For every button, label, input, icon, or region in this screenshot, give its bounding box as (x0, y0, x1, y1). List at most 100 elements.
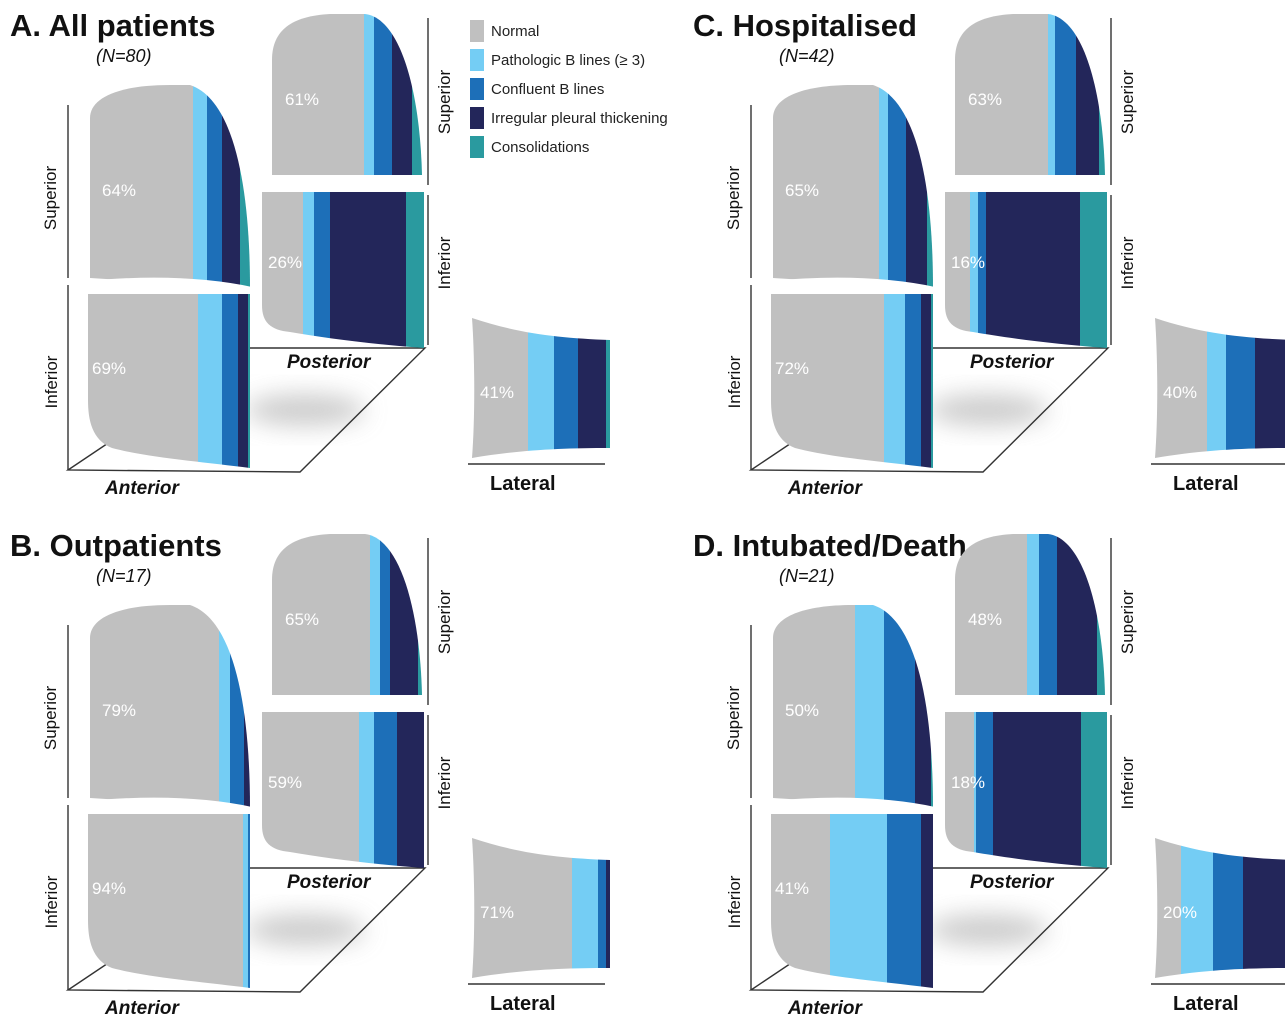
lateral-lung: 41% (472, 318, 610, 458)
thickening-stripe (921, 814, 933, 988)
inferior-label: Inferior (435, 756, 454, 809)
normal-stripe (945, 712, 974, 868)
normal-stripe (771, 294, 884, 468)
confluent-stripe (1226, 318, 1255, 458)
consolidation-stripe (927, 85, 933, 288)
percentage-label: 72% (775, 359, 809, 378)
lateral-label: Lateral (490, 473, 556, 495)
panel-D: D. Intubated/Death (N=21) 48% 18% 50% 41% 20% S… (693, 528, 1285, 1019)
lung-shadow (245, 914, 365, 946)
posterior-superior-lung: 63% (955, 14, 1105, 175)
posterior-inferior-lung: 16% (945, 192, 1107, 348)
inferior-label: Inferior (1118, 236, 1137, 289)
confluent-stripe (905, 294, 921, 468)
b-lines-stripe (572, 838, 598, 978)
consolidation-stripe (931, 605, 933, 808)
thickening-stripe (222, 85, 240, 288)
legend-item: Consolidations (470, 136, 589, 158)
confluent-stripe (207, 85, 222, 288)
confluent-stripe (598, 838, 606, 978)
legend-swatch (470, 49, 484, 71)
confluent-stripe (314, 192, 330, 348)
lateral-label: Lateral (1173, 473, 1239, 495)
percentage-label: 79% (102, 701, 136, 720)
thickening-stripe (238, 294, 248, 468)
normal-stripe (88, 814, 243, 988)
panel-title: B. Outpatients (10, 528, 222, 563)
legend: Normal Pathologic B lines (≥ 3) Confluent … (470, 20, 668, 158)
confluent-stripe (374, 712, 397, 868)
panel-A: A. All patients (N=80) 61% 26% 64% 69% 41% Supe… (10, 8, 610, 499)
inferior-label: Inferior (725, 355, 744, 408)
anterior-superior-lung: 65% (773, 85, 933, 288)
b-lines-stripe (198, 294, 222, 468)
consolidation-stripe (1097, 534, 1105, 695)
legend-swatch (470, 107, 484, 129)
superior-label: Superior (435, 70, 454, 135)
percentage-label: 40% (1163, 383, 1197, 402)
anterior-label: Anterior (104, 478, 181, 499)
normal-stripe (955, 14, 1048, 175)
b-lines-stripe (243, 814, 248, 988)
b-lines-stripe (974, 712, 976, 868)
anterior-superior-lung: 79% (90, 605, 250, 808)
lung-shadow (245, 394, 365, 426)
inferior-label: Inferior (435, 236, 454, 289)
b-lines-stripe (1181, 838, 1213, 978)
superior-label: Superior (724, 166, 743, 231)
thickening-stripe (392, 14, 412, 175)
legend-swatch (470, 78, 484, 100)
thickening-stripe (1243, 838, 1285, 978)
thickening-stripe (606, 838, 610, 978)
b-lines-stripe (1048, 14, 1055, 175)
b-lines-stripe (830, 814, 887, 988)
thickening-stripe (397, 712, 424, 868)
percentage-label: 69% (92, 359, 126, 378)
consolidation-stripe (248, 294, 250, 468)
b-lines-stripe (884, 294, 905, 468)
lung-shadow (928, 914, 1048, 946)
percentage-label: 20% (1163, 903, 1197, 922)
legend-item: Pathologic B lines (≥ 3) (470, 49, 645, 71)
lateral-lung: 40% (1155, 318, 1285, 458)
confluent-stripe (1039, 534, 1057, 695)
normal-stripe (272, 14, 364, 175)
anterior-label: Anterior (787, 998, 864, 1019)
b-lines-stripe (970, 192, 978, 348)
legend-item: Normal (470, 20, 539, 42)
confluent-stripe (1213, 838, 1243, 978)
panel-C: C. Hospitalised (N=42) 63% 16% 65% 72% 40% Supe… (693, 8, 1285, 499)
b-lines-stripe (364, 14, 374, 175)
percentage-label: 16% (951, 253, 985, 272)
confluent-stripe (374, 14, 392, 175)
percentage-label: 64% (102, 181, 136, 200)
legend-item: Irregular pleural thickening (470, 107, 668, 129)
confluent-stripe (884, 605, 915, 808)
normal-stripe (773, 85, 879, 288)
normal-stripe (955, 534, 1027, 695)
normal-stripe (771, 814, 830, 988)
inferior-label: Inferior (725, 875, 744, 928)
percentage-label: 61% (285, 90, 319, 109)
percentage-label: 71% (480, 903, 514, 922)
anterior-inferior-lung: 69% (88, 294, 250, 468)
thickening-stripe (1076, 14, 1099, 175)
posterior-label: Posterior (970, 872, 1055, 893)
consolidation-stripe (1081, 712, 1107, 868)
thickening-stripe (1255, 318, 1285, 458)
confluent-stripe (1055, 14, 1076, 175)
normal-stripe (90, 605, 219, 808)
normal-stripe (773, 605, 855, 808)
anterior-label: Anterior (104, 998, 181, 1019)
consolidation-stripe (406, 192, 424, 348)
percentage-label: 26% (268, 253, 302, 272)
lateral-label: Lateral (1173, 993, 1239, 1015)
legend-swatch (470, 20, 484, 42)
normal-stripe (272, 534, 370, 695)
lateral-lung: 20% (1155, 838, 1285, 978)
sample-size: (N=80) (96, 46, 152, 66)
posterior-label: Posterior (287, 872, 372, 893)
b-lines-stripe (855, 605, 884, 808)
posterior-inferior-lung: 59% (262, 712, 424, 868)
